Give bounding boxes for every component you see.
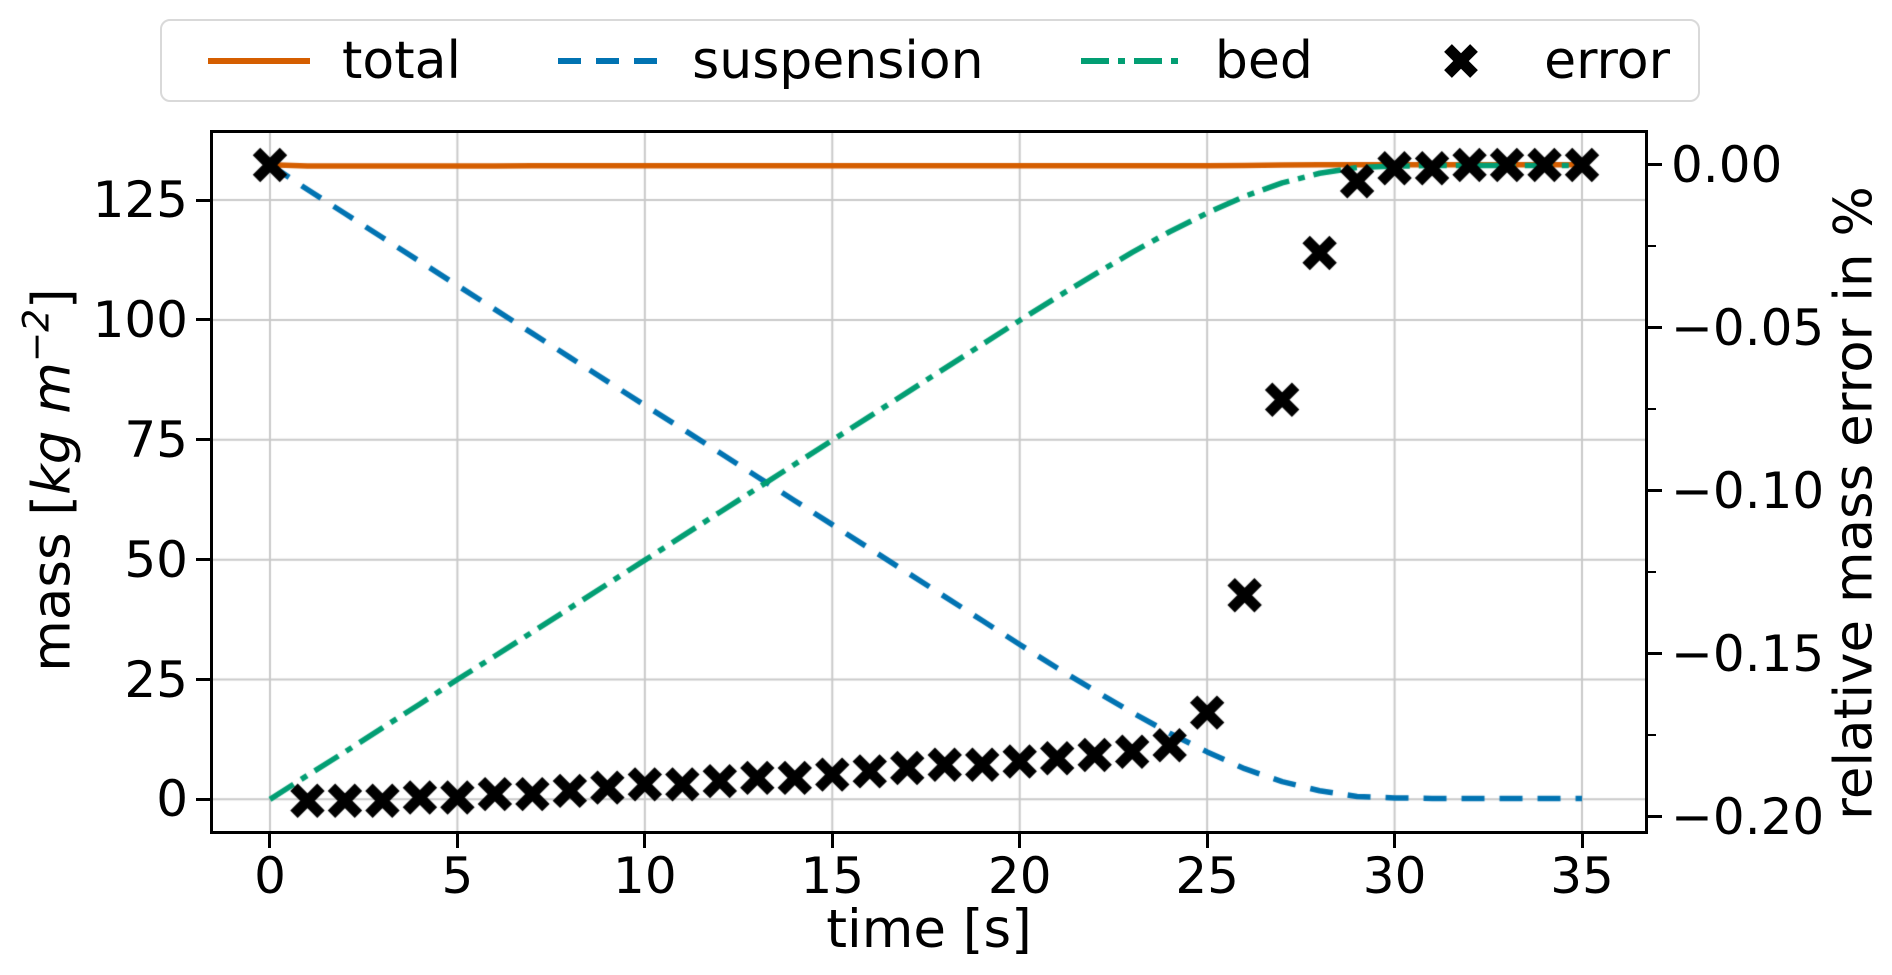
y-right-tick-mark — [1648, 815, 1662, 819]
x-tick-mark — [830, 834, 834, 848]
x-tick-mark — [1205, 834, 1209, 848]
legend-label-error: error — [1544, 30, 1670, 91]
legend-item-total: total — [206, 35, 461, 87]
suspension-line-sample-icon — [558, 57, 661, 64]
y-axis-label-left: mass [kg m−2] — [17, 288, 83, 671]
y-right-tick-label: −0.15 — [1671, 624, 1825, 683]
chart-canvas — [213, 133, 1645, 831]
x-tick-label: 15 — [800, 847, 865, 905]
y-left-tick-label: 0 — [156, 770, 188, 829]
y-right-tick-label: −0.20 — [1671, 787, 1825, 846]
x-tick-mark — [268, 834, 272, 848]
y-right-tick-mark — [1648, 163, 1662, 167]
legend-item-bed: bed — [1079, 35, 1313, 87]
y-right-tick-mark — [1648, 652, 1662, 656]
legend-label-bed: bed — [1214, 30, 1313, 91]
y-right-tick-mark — [1648, 489, 1662, 493]
x-tick-label: 35 — [1550, 847, 1614, 905]
x-tick-label: 25 — [1175, 847, 1239, 905]
y-left-tick-label: 125 — [92, 171, 188, 230]
y-left-tick-mark — [196, 797, 210, 801]
legend: total suspension bed error — [160, 19, 1700, 102]
y-left-tick-label: 100 — [92, 290, 188, 349]
x-tick-mark — [1018, 834, 1022, 848]
x-tick-label: 30 — [1362, 847, 1427, 905]
y-left-tick-mark — [196, 558, 210, 562]
plot-area — [210, 130, 1648, 834]
y-axis-label-right: relative mass error in % — [1823, 186, 1885, 820]
x-tick-mark — [1580, 834, 1584, 848]
x-marker-icon — [1444, 43, 1478, 78]
y-right-tick-mark — [1648, 326, 1662, 330]
legend-item-suspension: suspension — [556, 30, 984, 91]
y-left-tick-mark — [196, 438, 210, 442]
y-right-tick-label: −0.05 — [1671, 298, 1825, 357]
legend-label-suspension: suspension — [692, 30, 984, 91]
x-tick-mark — [1393, 834, 1397, 848]
y-right-minor-tick-mark — [1648, 571, 1656, 574]
x-tick-mark — [643, 834, 647, 848]
legend-label-total: total — [342, 30, 461, 91]
y-left-tick-label: 50 — [124, 530, 188, 589]
y-right-tick-label: 0.00 — [1671, 135, 1783, 194]
x-tick-mark — [455, 834, 459, 848]
x-tick-label: 0 — [254, 847, 286, 905]
total-line-sample-icon — [208, 57, 310, 64]
y-left-tick-mark — [196, 198, 210, 202]
y-right-minor-tick-mark — [1648, 734, 1656, 737]
bed-line-sample-icon — [1080, 57, 1183, 64]
y-left-tick-mark — [196, 678, 210, 681]
x-axis-label: time [s] — [826, 899, 1032, 960]
y-right-minor-tick-mark — [1648, 245, 1656, 248]
x-tick-label: 10 — [613, 847, 677, 905]
legend-item-error: error — [1408, 35, 1670, 87]
y-left-tick-label: 25 — [124, 650, 188, 709]
y-right-minor-tick-mark — [1648, 408, 1656, 411]
x-tick-label: 5 — [441, 847, 474, 905]
y-left-tick-mark — [196, 318, 210, 322]
x-tick-label: 20 — [987, 847, 1052, 905]
y-left-tick-label: 75 — [124, 410, 188, 469]
y-right-tick-label: −0.10 — [1671, 461, 1825, 520]
